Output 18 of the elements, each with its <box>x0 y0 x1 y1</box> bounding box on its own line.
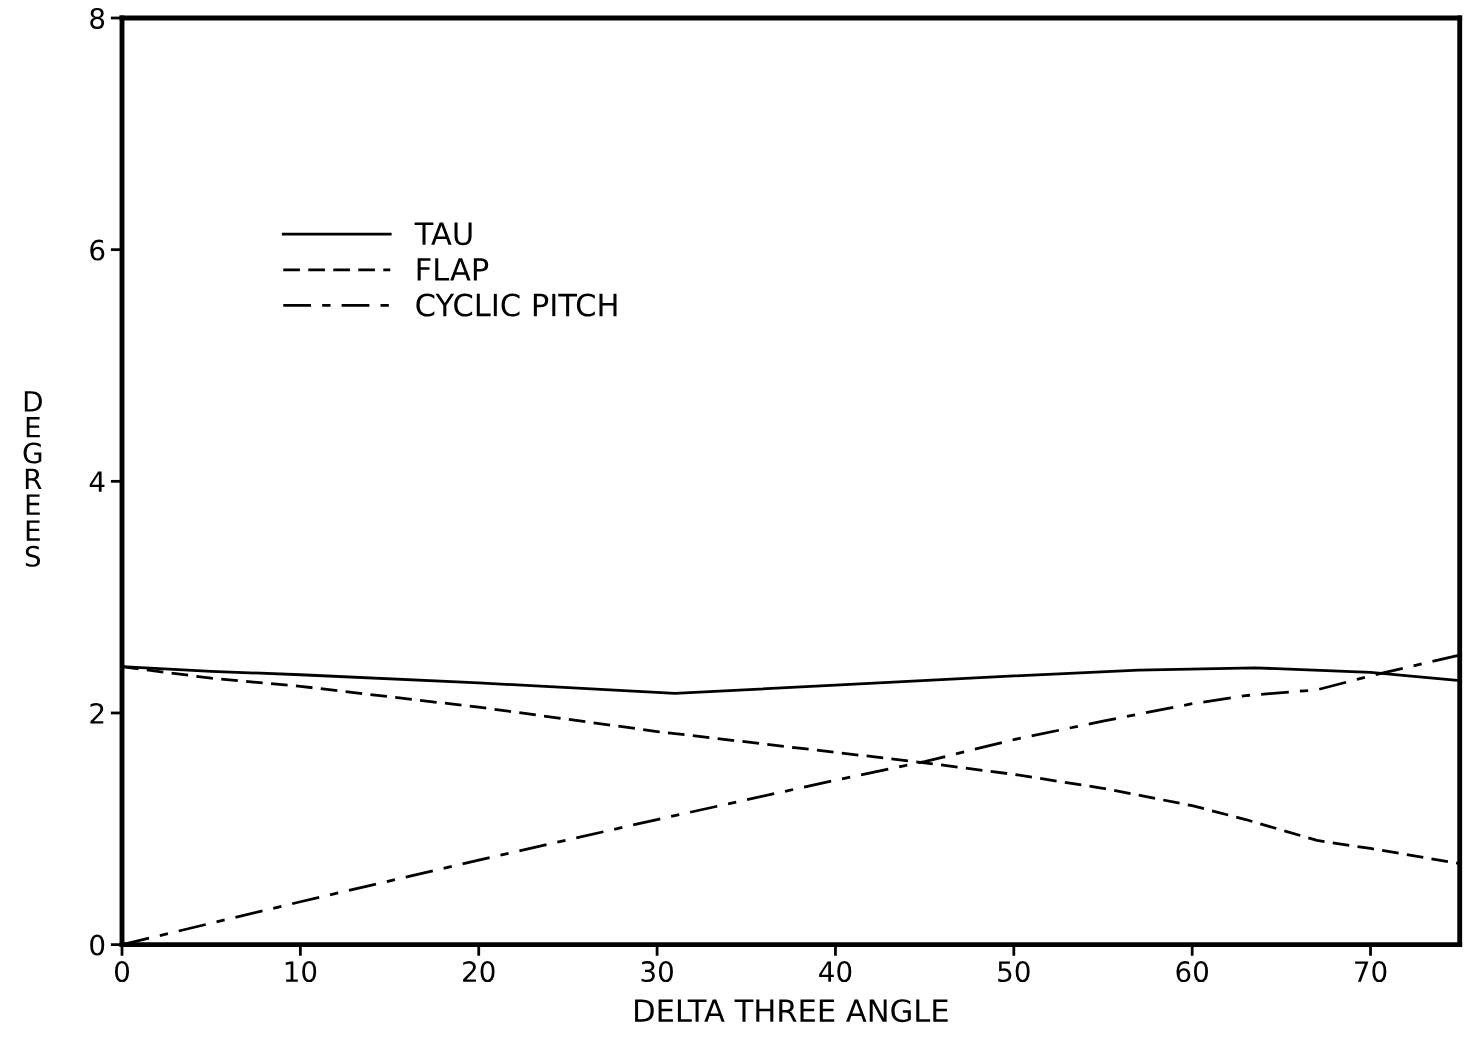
x-tick-label: 50 <box>998 961 1030 983</box>
y-tick-label: 6 <box>90 239 105 261</box>
x-axis-title: DELTA THREE ANGLE <box>635 999 948 1023</box>
x-tick-label: 70 <box>1355 961 1387 983</box>
y-tick-label: 0 <box>90 934 105 956</box>
x-tick-label: 20 <box>463 961 495 983</box>
y-tick-label: 2 <box>90 702 104 724</box>
x-tick-label: 60 <box>1176 961 1208 983</box>
x-tick-label: 40 <box>819 961 852 983</box>
x-tick-label: 0 <box>115 961 129 983</box>
legend-label: FLAP <box>417 258 489 281</box>
x-tick-label: 30 <box>641 961 673 983</box>
legend-label: TAU <box>414 222 472 246</box>
y-axis-title: DEGREES <box>23 391 42 567</box>
x-tick-label: 10 <box>285 961 317 983</box>
legend-label: CYCLIC PITCH <box>416 293 617 317</box>
y-tick-label: 8 <box>90 7 105 29</box>
y-tick-label: 4 <box>89 471 105 492</box>
